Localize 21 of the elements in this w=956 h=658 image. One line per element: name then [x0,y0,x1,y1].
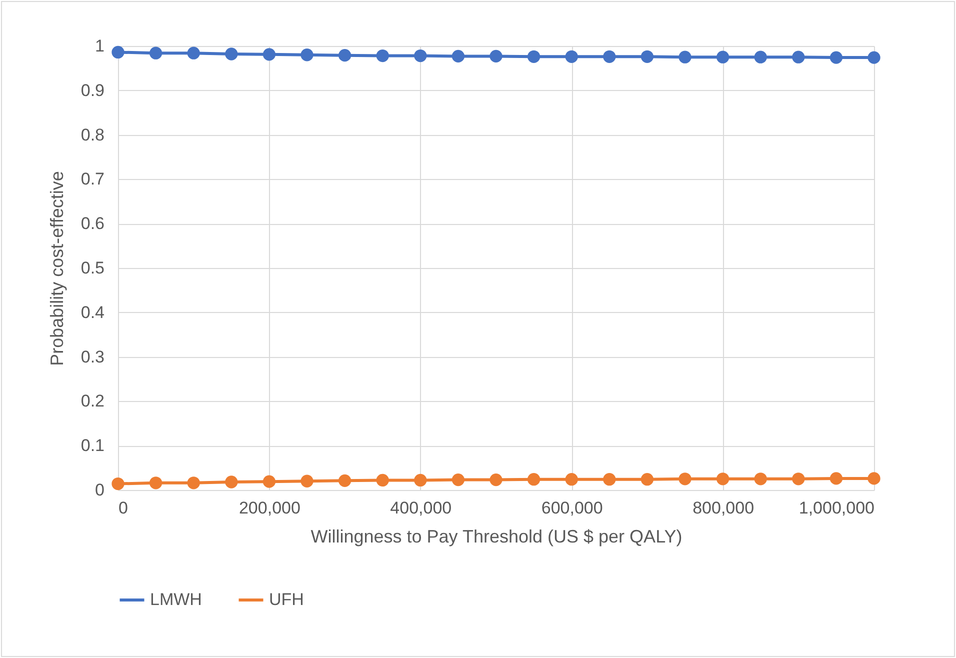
x-tick-label: 600,000 [541,498,603,518]
y-axis-title: Probability cost-effective [46,171,67,366]
legend-label: UFH [269,590,304,609]
y-tick-label: 0.1 [80,436,104,456]
y-tick-label: 0.9 [80,80,104,100]
y-tick-label: 0.4 [80,302,104,322]
y-tick-label: 0.5 [80,258,104,278]
y-tick-label: 0.2 [80,392,104,411]
x-tick-label: 0 [118,498,128,518]
y-tick-label: 0.8 [80,125,104,144]
y-tick-label: 0.3 [80,347,104,366]
y-tick-label: 1 [95,36,104,56]
x-tick-label: 400,000 [390,498,452,518]
y-tick-label: 0.7 [80,170,104,189]
y-tick-label: 0 [95,480,104,500]
legend-label: LMWH [150,590,202,609]
x-tick-label: 800,000 [692,498,754,518]
x-tick-label: 200,000 [238,498,300,518]
y-tick-label: 0.6 [80,214,104,234]
x-tick-label: 1,000,000 [798,498,874,518]
x-axis-title: Willingness to Pay Threshold (US $ per QALY) [310,526,682,546]
